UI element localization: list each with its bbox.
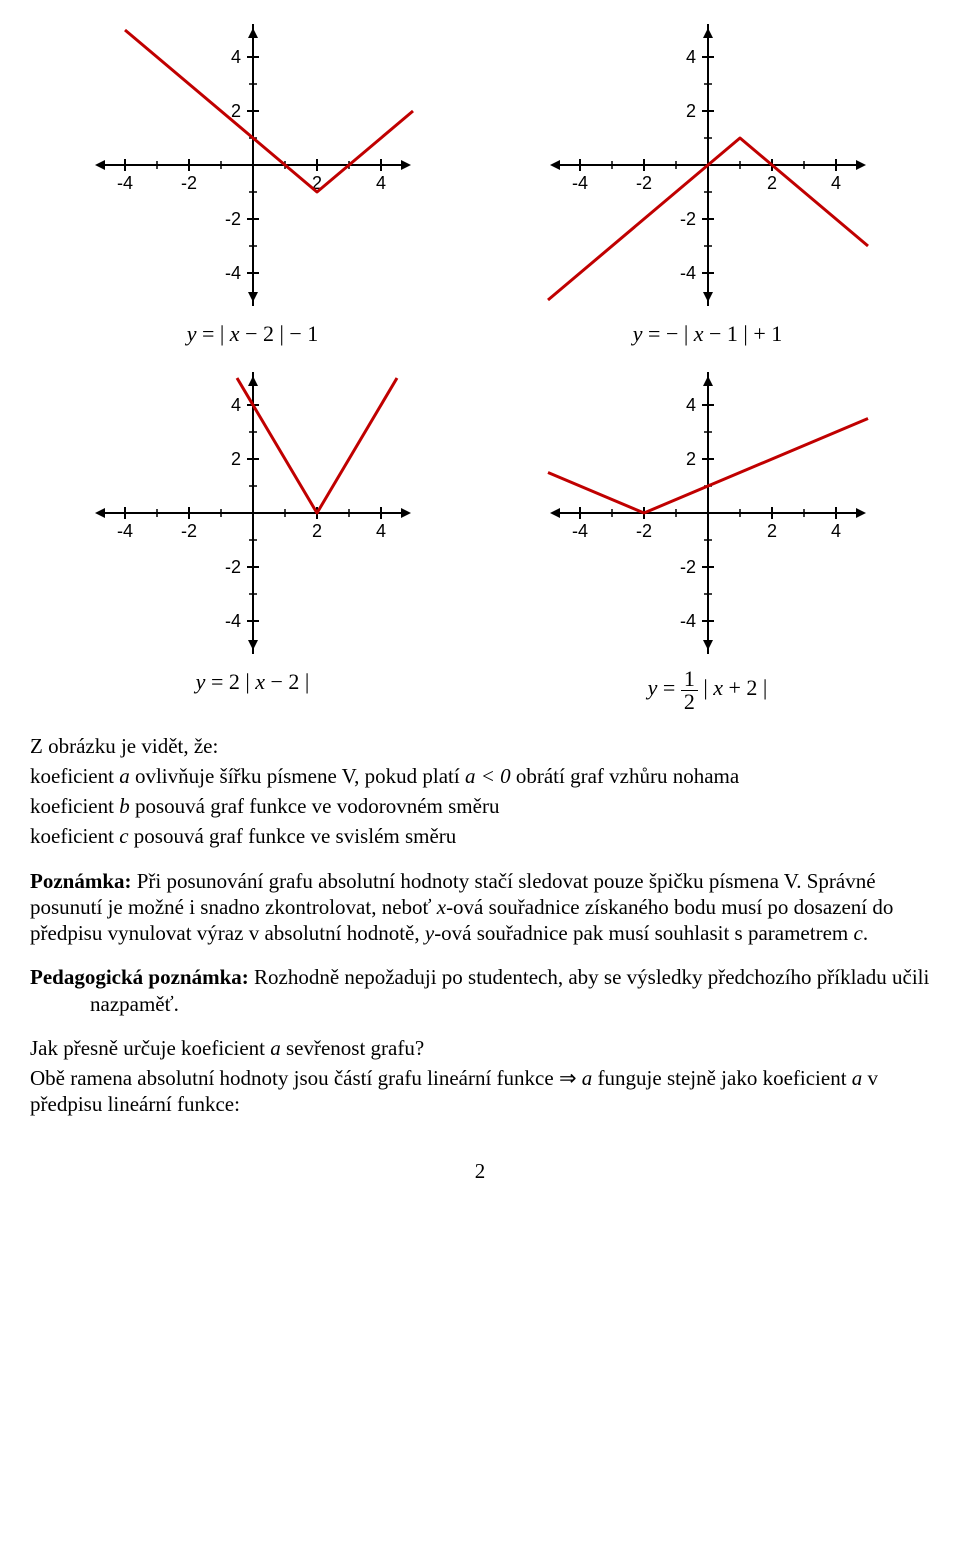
poznamka-body3: -ová souřadnice pak musí souhlasit s par… — [434, 921, 853, 945]
svg-text:-4: -4 — [224, 263, 240, 283]
chart-half-abs-x-p2: -4 -2 2 4 -4 -2 2 4 y = 12 | x + 2 | — [528, 358, 888, 713]
svg-text:-2: -2 — [224, 209, 240, 229]
final-line: Obě ramena absolutní hodnoty jsou částí … — [30, 1065, 930, 1118]
bullet-a-mid: ovlivňuje šířku písmene V, pokud platí — [130, 764, 465, 788]
svg-text:2: 2 — [311, 521, 321, 541]
var-c: c — [119, 824, 128, 848]
cond-a-lt-0: a < 0 — [465, 764, 511, 788]
bullet-c: koeficient c posouvá graf funkce ve svis… — [30, 823, 930, 849]
bullet-b-post: posouvá graf funkce ve vodorovném směru — [130, 794, 500, 818]
svg-text:-2: -2 — [224, 557, 240, 577]
svg-text:-4: -4 — [571, 521, 587, 541]
poznamka-body4: . — [863, 921, 868, 945]
bullet-b-pre: koeficient — [30, 794, 119, 818]
svg-text:2: 2 — [766, 173, 776, 193]
final-a2: a — [852, 1066, 863, 1090]
svg-text:-4: -4 — [116, 173, 132, 193]
chart-neg-abs-x-1-p1-formula: y = − | x − 1 | + 1 — [633, 320, 782, 348]
q-var-a: a — [270, 1036, 281, 1060]
pedagogicka-poznamka: Pedagogická poznámka: Rozhodně nepožaduj… — [30, 964, 930, 1017]
poznamka-label: Poznámka: — [30, 869, 132, 893]
pedag-label: Pedagogická poznámka: — [30, 965, 249, 989]
chart-neg-abs-x-1-p1: -4 -2 2 4 -4 -2 2 4 y = − | x − 1 | + 1 — [528, 10, 888, 348]
intro-line: Z obrázku je vidět, že: — [30, 733, 930, 759]
svg-text:-2: -2 — [679, 557, 695, 577]
svg-text:-2: -2 — [180, 173, 196, 193]
var-a: a — [119, 764, 130, 788]
svg-text:-2: -2 — [180, 521, 196, 541]
bullet-c-post: posouvá graf funkce ve svislém směru — [129, 824, 457, 848]
svg-text:-4: -4 — [116, 521, 132, 541]
question-line: Jak přesně určuje koeficient a sevřenost… — [30, 1035, 930, 1061]
bullet-c-pre: koeficient — [30, 824, 119, 848]
chart-abs-x-2-m1-plot: -4-224-4-224 — [73, 10, 433, 320]
chart-2abs-x-2-formula: y = 2 | x − 2 | — [196, 668, 310, 696]
chart-abs-x-2-m1: -4-224-4-224y = | x − 2 | − 1 — [73, 10, 433, 348]
svg-text:4: 4 — [685, 395, 695, 415]
chart-half-abs-x-p2-formula: y = 12 | x + 2 | — [648, 668, 768, 713]
chart-abs-x-2-m1-formula: y = | x − 2 | − 1 — [187, 320, 319, 348]
chart-2abs-x-2-plot: -4 -2 2 4 -4 -2 2 4 — [73, 358, 433, 668]
svg-text:4: 4 — [375, 521, 385, 541]
final-3: funguje stejně jako koeficient — [592, 1066, 852, 1090]
svg-text:-2: -2 — [635, 521, 651, 541]
poznamka: Poznámka: Při posunování grafu absolutní… — [30, 868, 930, 947]
svg-text:2: 2 — [685, 449, 695, 469]
var-b: b — [119, 794, 130, 818]
svg-text:2: 2 — [230, 449, 240, 469]
bullet-a-pre: koeficient — [30, 764, 119, 788]
poznamka-x: x — [437, 895, 446, 919]
q-pre: Jak přesně určuje koeficient — [30, 1036, 270, 1060]
chart-half-abs-x-p2-plot: -4 -2 2 4 -4 -2 2 4 — [528, 358, 888, 668]
final-a1: a — [577, 1066, 593, 1090]
chart-neg-abs-x-1-p1-plot: -4 -2 2 4 -4 -2 2 4 — [528, 10, 888, 320]
svg-text:4: 4 — [830, 521, 840, 541]
svg-text:4: 4 — [230, 47, 240, 67]
implies-symbol: ⇒ — [559, 1066, 577, 1090]
svg-text:2: 2 — [685, 101, 695, 121]
q-post: sevřenost grafu? — [281, 1036, 424, 1060]
bullet-b: koeficient b posouvá graf funkce ve vodo… — [30, 793, 930, 819]
chart-2abs-x-2: -4 -2 2 4 -4 -2 2 4 y = 2 | x − 2 | — [73, 358, 433, 713]
final-1: Obě ramena absolutní hodnoty jsou částí … — [30, 1066, 559, 1090]
bullet-a: koeficient a ovlivňuje šířku písmene V, … — [30, 763, 930, 789]
bullet-a-post: obrátí graf vzhůru nohama — [511, 764, 740, 788]
poznamka-c: c — [854, 921, 863, 945]
poznamka-y: y — [425, 921, 434, 945]
svg-text:-4: -4 — [224, 611, 240, 631]
chart-grid: -4 -2 2 4 -4 -2 2 4 y = | x − 2 | − 1 -4 -2 2 4 -4 -2… — [30, 10, 930, 713]
page-number: 2 — [30, 1158, 930, 1184]
svg-text:4: 4 — [375, 173, 385, 193]
svg-text:2: 2 — [230, 101, 240, 121]
svg-text:4: 4 — [830, 173, 840, 193]
svg-text:2: 2 — [766, 521, 776, 541]
svg-text:4: 4 — [230, 395, 240, 415]
svg-text:-2: -2 — [679, 209, 695, 229]
svg-text:-4: -4 — [679, 263, 695, 283]
svg-text:4: 4 — [685, 47, 695, 67]
svg-text:-4: -4 — [679, 611, 695, 631]
svg-text:-2: -2 — [635, 173, 651, 193]
svg-text:-4: -4 — [571, 173, 587, 193]
